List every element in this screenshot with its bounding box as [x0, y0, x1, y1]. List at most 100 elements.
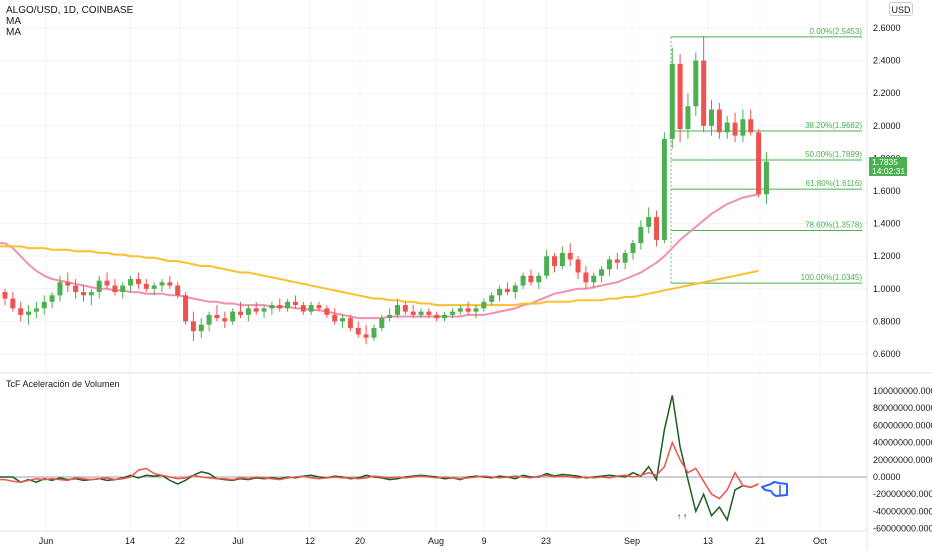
ma-legend-2[interactable]: MA	[6, 27, 21, 38]
candle	[575, 256, 581, 280]
price-tick-label: 0.6000	[873, 349, 901, 359]
candle	[536, 272, 542, 289]
candle	[724, 116, 730, 139]
candle	[300, 301, 306, 315]
candle	[198, 318, 204, 338]
time-tick-label: 13	[703, 536, 713, 546]
candle	[716, 102, 722, 139]
candle	[599, 265, 605, 283]
candle	[33, 301, 39, 319]
candle	[606, 256, 612, 276]
candle	[465, 301, 471, 315]
candle	[120, 282, 126, 299]
candle	[512, 282, 518, 299]
grid	[0, 0, 867, 531]
time-tick-label: Jul	[232, 536, 244, 546]
candle	[497, 285, 503, 302]
candle	[128, 275, 134, 293]
currency-button[interactable]: USD	[889, 2, 913, 16]
symbol-title[interactable]: ALGO/USD, 1D, COINBASE	[6, 5, 134, 16]
price-tick-label: 2.6000	[873, 23, 901, 33]
candle	[677, 54, 683, 143]
candle	[418, 308, 424, 319]
candle	[473, 305, 479, 319]
candle	[756, 129, 762, 198]
candle	[261, 305, 267, 319]
candle	[583, 265, 589, 289]
fib-level-label: 38.20%(1.9682)	[805, 121, 862, 130]
candle	[135, 272, 141, 289]
candle	[371, 324, 377, 341]
candle	[167, 275, 173, 289]
fib-level-label: 100.00%(1.0345)	[801, 273, 863, 282]
price-axis[interactable]: 2.60002.40002.20002.00001.80001.60001.40…	[873, 23, 901, 359]
time-tick-label: 23	[541, 536, 551, 546]
candle	[614, 252, 620, 270]
candle	[630, 239, 636, 260]
time-tick-label: 12	[305, 536, 315, 546]
candle	[489, 292, 495, 306]
time-axis[interactable]: Jun 14 22 Jul 12 20 Aug 9 23 Sep 13 21 Oct	[39, 536, 828, 546]
candle	[277, 298, 283, 312]
oscillator-axis: 100000000.0000 80000000.0000 60000000.0000…	[873, 386, 932, 534]
ma-long-line	[0, 245, 759, 307]
candle	[481, 298, 487, 312]
bar-mark: ↑	[677, 512, 681, 521]
oscillator-line-green	[0, 395, 759, 522]
oscillator-tick-label: 0.0000	[873, 472, 901, 482]
candle	[340, 314, 346, 328]
candle	[693, 52, 699, 117]
candle	[26, 305, 32, 325]
price-tick-label: 0.8000	[873, 316, 901, 326]
candle	[324, 305, 330, 319]
candle	[654, 210, 660, 247]
candle	[230, 308, 236, 325]
bar-marks: ↑ ↑	[677, 512, 687, 521]
candle	[410, 305, 416, 319]
last-price-box	[869, 157, 907, 176]
price-tick-label: 1.2000	[873, 251, 901, 261]
candle	[748, 109, 754, 136]
candle	[622, 249, 628, 270]
volume-acceleration-oscillator	[0, 395, 867, 522]
candle	[96, 275, 102, 299]
candle	[57, 275, 63, 302]
candle	[214, 305, 220, 322]
candle	[18, 301, 24, 322]
candle	[81, 285, 86, 302]
oscillator-tick-label: 100000000.0000	[873, 386, 932, 396]
candle	[245, 305, 251, 322]
candle	[504, 282, 510, 296]
oscillator-tick-label: 40000000.0000	[873, 438, 932, 448]
oscillator-tick-label: -40000000.0000	[873, 506, 932, 516]
candle	[49, 292, 55, 309]
candlestick-series	[2, 36, 769, 345]
candle	[559, 246, 565, 270]
price-tick-label: 1.6000	[873, 186, 901, 196]
candle	[238, 301, 243, 319]
candle	[591, 272, 597, 289]
candle	[183, 292, 189, 325]
indicator-title[interactable]: TcF Aceleración de Volumen	[6, 379, 120, 389]
candle	[73, 279, 79, 299]
price-tick-label: 1.0000	[873, 284, 901, 294]
price-tick-label: 2.4000	[873, 56, 901, 66]
oscillator-tick-label: 80000000.0000	[873, 403, 932, 413]
candle	[308, 301, 314, 315]
ma-legend-1[interactable]: MA	[6, 16, 21, 27]
candle	[449, 308, 455, 319]
candle	[520, 272, 526, 289]
candle	[434, 311, 440, 322]
time-tick-label: Jun	[39, 536, 54, 546]
candle	[638, 220, 644, 250]
candle	[685, 93, 691, 139]
countdown: 14:02:31	[872, 166, 905, 176]
candle	[567, 243, 573, 266]
last-price: 1.7835	[872, 157, 898, 167]
candle	[379, 314, 385, 332]
time-tick-label: Oct	[813, 536, 828, 546]
candle	[442, 311, 448, 322]
fib-level-label: 0.00%(2.5453)	[810, 27, 863, 36]
pointing-hand-icon	[761, 481, 788, 497]
candle	[104, 272, 110, 289]
